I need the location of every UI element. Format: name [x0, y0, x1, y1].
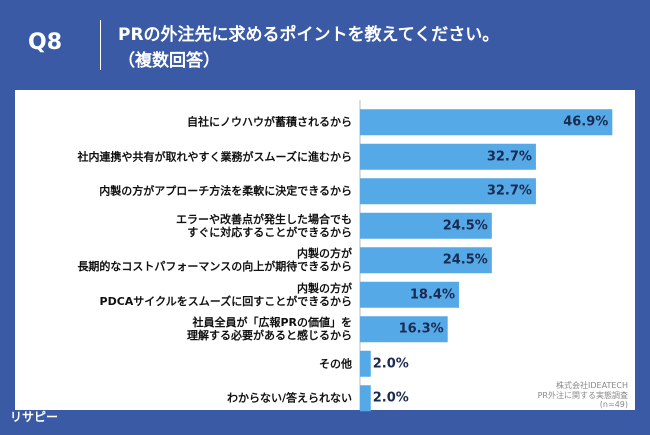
category-label: 内製の方が PDCAサイクルをスムーズに回すことができるから — [99, 281, 352, 308]
value-label: 18.4% — [409, 287, 455, 303]
bar — [360, 178, 536, 205]
bar — [360, 316, 448, 343]
category-label: わからない/答えられない — [226, 391, 352, 405]
category-label: 内製の方がアプローチ方法を柔軟に決定できるから — [99, 184, 352, 198]
value-label: 24.5% — [442, 218, 488, 234]
logo: リサピー — [10, 410, 59, 424]
bar — [360, 385, 371, 412]
category-label: 内製の方が 長期的なコストパフォーマンスの向上が期待できるから — [77, 247, 352, 274]
value-label: 2.0% — [372, 390, 409, 406]
question: Q8 — [28, 30, 63, 55]
value-label: 16.3% — [398, 321, 444, 337]
bar — [360, 143, 536, 170]
value-label: 32.7% — [486, 183, 532, 199]
card — [15, 90, 635, 410]
footnote: (n=49) — [599, 400, 628, 409]
category-label: 社員全員が「広報PRの価値」を 理解する必要があると感じるから — [187, 316, 352, 343]
bar — [360, 247, 492, 274]
footnote: 株式会社IDEATECH — [556, 381, 628, 390]
bar — [360, 281, 459, 308]
value-label: 24.5% — [442, 252, 488, 268]
divider — [100, 20, 101, 70]
footnote: PR外注に関する実態調査 — [537, 391, 628, 400]
bar — [360, 109, 613, 136]
category-label: エラーや改善点が発生した場合でも すぐに対応することができるから — [176, 212, 352, 239]
category-label: 自社にノウハウが蓄積されるから — [187, 115, 352, 129]
bar — [360, 350, 371, 377]
value-label: 46.9% — [563, 114, 609, 130]
chart-title: PRの外注先に求めるポイントを教えてください。 — [118, 25, 500, 45]
bar — [360, 212, 492, 239]
value-label: 2.0% — [372, 356, 409, 372]
value-label: 32.7% — [486, 149, 532, 165]
category-label: その他 — [319, 357, 352, 371]
category-label: 社内連携や共有が取れやすく業務がスムーズに進むから — [77, 150, 352, 164]
chart-subtitle: （複数回答） — [118, 51, 220, 71]
